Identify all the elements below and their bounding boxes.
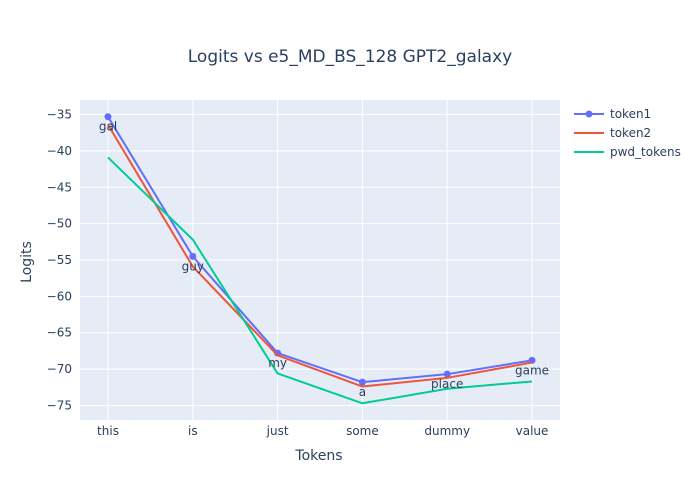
point-labels: gal guy my a place game bbox=[99, 120, 549, 399]
data-point-token1 bbox=[189, 252, 197, 260]
chart-title: Logits vs e5_MD_BS_128 GPT2_galaxy bbox=[188, 47, 512, 67]
series-line-token1 bbox=[107, 116, 533, 384]
x-tick-label: value bbox=[516, 424, 549, 438]
y-tick-label: −65 bbox=[47, 326, 72, 340]
x-tick-label: some bbox=[346, 424, 379, 438]
y-tick-label: −75 bbox=[47, 398, 72, 412]
legend: token1 token2 pwd_tokens bbox=[574, 107, 681, 159]
data-point-token1 bbox=[358, 378, 366, 386]
series-layer bbox=[104, 113, 536, 405]
legend-marker-token1 bbox=[585, 110, 593, 118]
y-tick-label: −35 bbox=[47, 108, 72, 122]
x-tick-label: is bbox=[188, 424, 198, 438]
x-tick-label: this bbox=[97, 424, 119, 438]
point-label: place bbox=[431, 377, 463, 391]
point-label: game bbox=[515, 363, 549, 377]
legend-label-pwd_tokens: pwd_tokens bbox=[610, 145, 681, 159]
y-tick-labels: −35 −40 −45 −50 −55 −60 −65 −70 −75 bbox=[47, 108, 72, 413]
series-line-pwd_tokens bbox=[107, 156, 533, 405]
y-tick-label: −50 bbox=[47, 217, 72, 231]
y-axis-title: Logits bbox=[19, 241, 35, 283]
point-label: guy bbox=[182, 259, 204, 273]
data-point-token1 bbox=[443, 370, 451, 378]
data-point-token1 bbox=[104, 113, 112, 121]
x-axis-title: Tokens bbox=[294, 448, 342, 464]
legend-label-token1: token1 bbox=[610, 107, 651, 121]
series-line-token2 bbox=[107, 124, 533, 388]
point-label: gal bbox=[99, 120, 117, 134]
point-label: a bbox=[359, 385, 366, 399]
x-gridlines bbox=[107, 100, 533, 420]
y-tick-label: −45 bbox=[47, 180, 72, 194]
legend-label-token2: token2 bbox=[610, 126, 651, 140]
x-tick-label: just bbox=[266, 424, 289, 438]
y-tick-label: −70 bbox=[47, 362, 72, 376]
y-tick-label: −60 bbox=[47, 289, 72, 303]
y-tick-label: −55 bbox=[47, 253, 72, 267]
point-label: my bbox=[268, 356, 287, 370]
x-tick-labels: this is just some dummy value bbox=[97, 424, 548, 438]
x-tick-label: dummy bbox=[424, 424, 470, 438]
y-tick-label: −40 bbox=[47, 144, 72, 158]
